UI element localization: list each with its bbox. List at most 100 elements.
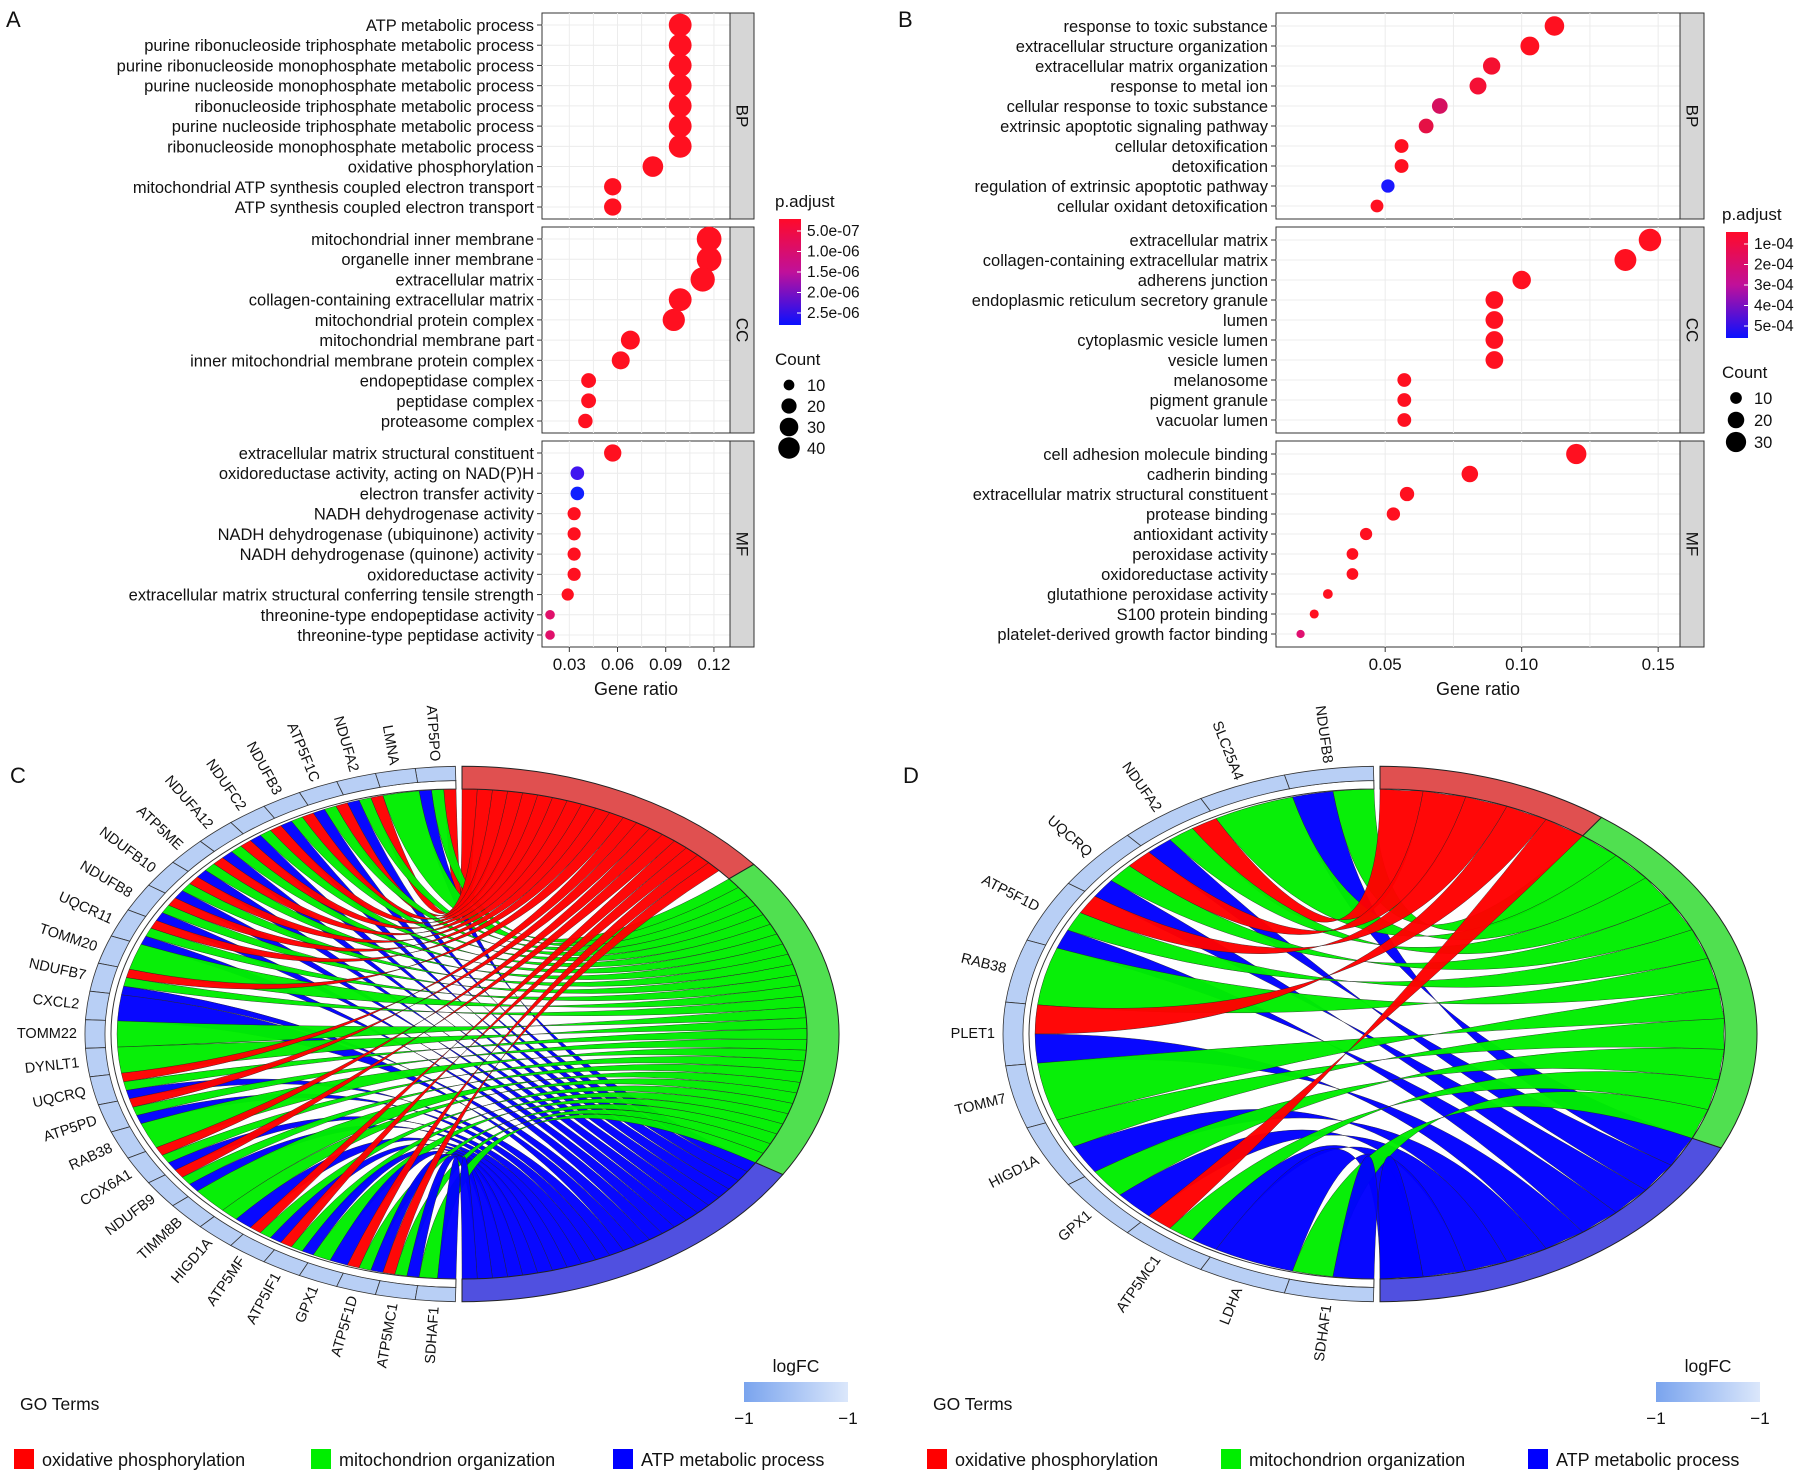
panel-b-dot-vacuolar-lumen xyxy=(1397,413,1412,427)
panel-c-ribbons xyxy=(116,788,808,1280)
panel-b-dot-extrinsic-apoptotic-signaling-pathway xyxy=(1418,118,1434,134)
panel-a-dot-oxidoreductase-activity xyxy=(567,567,581,581)
panel-d-gene-label-atp5mc1: ATP5MC1 xyxy=(1113,1253,1164,1316)
panel-d-gene-label-rab38: RAB38 xyxy=(959,951,1007,977)
panel-b-size-legend-label: 10 xyxy=(1754,390,1772,408)
panel-d-go-terms-label: GO Terms xyxy=(933,1394,1013,1414)
panel-b-color-legend-label: 5e-04 xyxy=(1754,318,1794,335)
panel-a-size-legend-label: 20 xyxy=(807,398,825,416)
panel-a-color-legend-title: p.adjust xyxy=(775,192,835,211)
panel-a-color-legend-label: 2.5e-06 xyxy=(807,305,860,322)
panel-c-gene-label-atp5pd: ATP5PD xyxy=(42,1113,100,1146)
panel-b-dot-extracellular-matrix xyxy=(1638,228,1662,252)
panel-c-gene-label-dynlt1: DYNLT1 xyxy=(24,1055,80,1077)
panel-c-legend-swatch-oxidative-phosphorylation xyxy=(14,1449,34,1469)
panel-b-x-tick-label: 0.05 xyxy=(1369,655,1402,674)
panel-b-term-label-vacuolar-lumen: vacuolar lumen xyxy=(1156,412,1268,430)
panel-a-term-label-ribonucleoside-monophosphate-metabolic-process: ribonucleoside monophosphate metabolic p… xyxy=(167,138,534,156)
panel-a-color-legend-label: 5.0e-07 xyxy=(807,223,860,240)
panel-a-dot-proteasome-complex xyxy=(578,413,593,429)
panel-b-x-tick-label: 0.10 xyxy=(1505,655,1538,674)
panel-a-x-tick-label: 0.12 xyxy=(697,655,730,674)
panel-c-gene-label-rab38: RAB38 xyxy=(67,1140,115,1174)
panel-b-dot-cellular-response-to-toxic-substance xyxy=(1431,98,1448,114)
panel-b-color-legend-bar xyxy=(1726,232,1748,338)
panel-b-dot-extracellular-matrix-organization xyxy=(1482,57,1501,75)
panel-a-color-legend-bar xyxy=(779,219,801,325)
panel-a-color-legend-label: 1.5e-06 xyxy=(807,264,860,281)
panel-a-dotplot: ATP metabolic process purine ribonucleosi… xyxy=(117,12,860,699)
panel-c-gene-label-atp5f1c: ATP5F1C xyxy=(283,721,322,785)
panel-d-gene-label-ldha: LDHA xyxy=(1217,1285,1246,1327)
panel-a-x-tick-label: 0.06 xyxy=(601,655,634,674)
panel-a-color-legend-label: 2.0e-06 xyxy=(807,285,860,302)
panel-a-term-label-mitochondrial-atp-synthesis-coupled-electron-transport: mitochondrial ATP synthesis coupled elec… xyxy=(133,179,535,197)
panel-a-dot-inner-mitochondrial-membrane-protein-complex xyxy=(611,351,630,370)
panel-a-dot-purine-nucleoside-monophosphate-metabolic-process xyxy=(668,74,692,98)
panel-b-term-label-lumen: lumen xyxy=(1223,312,1268,330)
panel-b-facet-bp-panel xyxy=(1275,12,1681,220)
panel-d-legend-swatch-atp-metabolic-process xyxy=(1528,1449,1548,1469)
panel-c-gene-arc-cxcl2 xyxy=(85,990,111,1021)
panel-c-gene-arc-dynlt1 xyxy=(85,1047,111,1078)
panel-b-dot-adherens-junction xyxy=(1512,270,1531,290)
panel-a-size-legend-label: 30 xyxy=(807,419,825,437)
panel-a-term-label-extracellular-matrix-structural-constituent: extracellular matrix structural constitu… xyxy=(239,445,535,463)
panel-label-d: D xyxy=(903,763,919,788)
panel-b-dot-cellular-oxidant-detoxification xyxy=(1370,199,1384,213)
panel-d-gene-label-plet1: PLET1 xyxy=(951,1026,995,1042)
panel-c-legend-label-atp-metabolic-process: ATP metabolic process xyxy=(641,1450,824,1470)
panel-b-facet-label-mf: MF xyxy=(1683,532,1702,557)
panel-d-ribbons xyxy=(1034,788,1725,1280)
panel-d-gene-label-ndufa2: NDUFA2 xyxy=(1118,759,1164,815)
panel-a-term-label-proteasome-complex: proteasome complex xyxy=(381,413,535,431)
panel-c-gene-label-atp5f1d: ATP5F1D xyxy=(328,1294,361,1359)
panel-b-size-legend-dot xyxy=(1725,431,1747,453)
panel-b-color-legend-label: 3e-04 xyxy=(1754,277,1794,294)
panel-d-gene-label-ndufb8: NDUFB8 xyxy=(1312,705,1336,765)
panel-c-gene-label-atp5mc1: ATP5MC1 xyxy=(374,1302,401,1370)
panel-b-term-label-pigment-granule: pigment granule xyxy=(1150,392,1268,410)
panel-b-term-label-extracellular-matrix-structural-constituent: extracellular matrix structural constitu… xyxy=(973,486,1269,504)
panel-a-size-legend-dot xyxy=(779,417,799,437)
panel-b-term-label-extrinsic-apoptotic-signaling-pathway: extrinsic apoptotic signaling pathway xyxy=(1000,118,1269,136)
panel-b-term-label-detoxification: detoxification xyxy=(1172,158,1268,176)
panel-a-term-label-mitochondrial-membrane-part: mitochondrial membrane part xyxy=(319,332,534,350)
panel-a-term-label-oxidative-phosphorylation: oxidative phosphorylation xyxy=(348,159,534,177)
panel-c-go-terms-label: GO Terms xyxy=(20,1394,100,1414)
panel-b-x-axis-title: Gene ratio xyxy=(1436,679,1520,699)
panel-a-term-label-extracellular-matrix: extracellular matrix xyxy=(396,271,535,289)
panel-d-logfc-tick-min: −1 xyxy=(1646,1409,1665,1428)
panel-a-size-legend-dot xyxy=(778,437,800,459)
panel-b-dot-collagen-containing-extracellular-matrix xyxy=(1614,249,1637,271)
panel-a-term-label-threonine-type-endopeptidase-activity: threonine-type endopeptidase activity xyxy=(261,607,535,625)
panel-c-gene-label-higd1a: HIGD1A xyxy=(168,1235,216,1287)
panel-a-facet-label-cc: CC xyxy=(733,318,752,343)
panel-d-legend-swatch-oxidative-phosphorylation xyxy=(927,1449,947,1469)
panel-a-dot-organelle-inner-membrane xyxy=(696,246,722,272)
panel-b-term-label-peroxidase-activity: peroxidase activity xyxy=(1132,546,1268,564)
panel-b-dot-pigment-granule xyxy=(1397,393,1412,407)
panel-b-facet-cc-panel xyxy=(1275,226,1681,434)
panel-a-facet-bp-panel xyxy=(541,12,731,220)
panel-d-legend-label-oxidative-phosphorylation: oxidative phosphorylation xyxy=(955,1450,1158,1470)
panel-c-gene-label-timm8b: TIMM8B xyxy=(135,1214,186,1263)
panel-label-b: B xyxy=(898,7,913,32)
panel-b-dot-oxidoreductase-activity xyxy=(1346,568,1359,580)
panel-b-term-label-regulation-of-extrinsic-apoptotic-pathway: regulation of extrinsic apoptotic pathwa… xyxy=(974,178,1268,196)
panel-a-term-label-nadh-dehydrogenase-ubiquinone-activity: NADH dehydrogenase (ubiquinone) activity xyxy=(218,526,535,544)
panel-a-dot-purine-nucleoside-triphosphate-metabolic-process xyxy=(668,114,692,138)
panel-b-term-label-cell-adhesion-molecule-binding: cell adhesion molecule binding xyxy=(1043,446,1268,464)
panel-b-dot-cytoplasmic-vesicle-lumen xyxy=(1485,331,1504,349)
panel-b-facet-strip-mf xyxy=(1679,440,1705,648)
panel-b-facet-strip-bp xyxy=(1679,12,1705,220)
panel-d-legend-label-atp-metabolic-process: ATP metabolic process xyxy=(1556,1450,1739,1470)
panel-b-term-label-protease-binding: protease binding xyxy=(1146,506,1268,524)
panel-b-term-label-melanosome: melanosome xyxy=(1174,372,1268,390)
panel-c-legend-swatch-mitochondrion-organization xyxy=(311,1449,331,1469)
panel-c-gene-label-ndufb7: NDUFB7 xyxy=(27,956,87,984)
panel-a-dot-threonine-type-peptidase-activity xyxy=(545,630,555,640)
panel-b-x-tick-label: 0.15 xyxy=(1642,655,1675,674)
panel-b-dot-platelet-derived-growth-factor-binding xyxy=(1296,629,1305,639)
panel-b-dotplot: response to toxic substance extracellular… xyxy=(972,12,1794,699)
